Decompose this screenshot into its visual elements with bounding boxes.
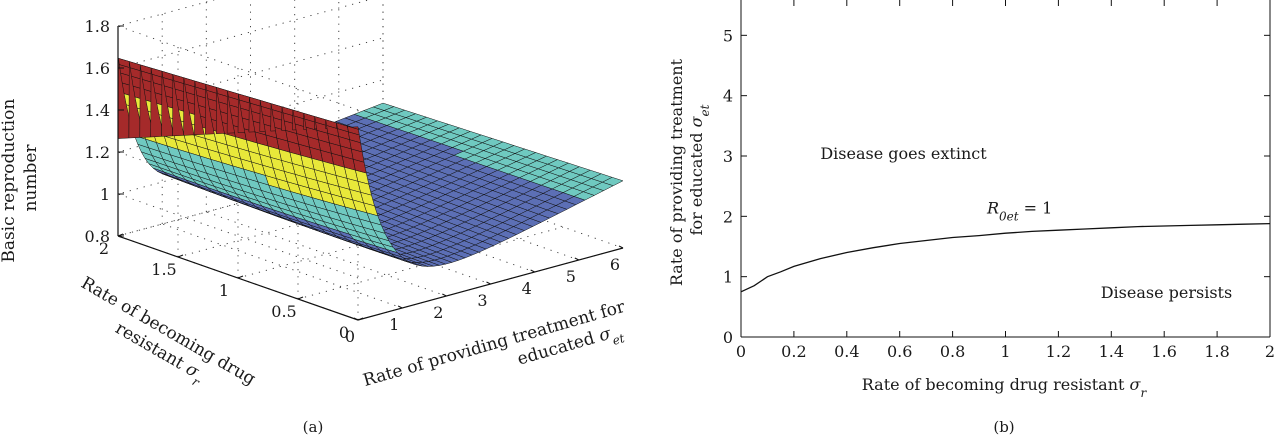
y-tick-label: 0 xyxy=(339,323,349,342)
x-axis-label: Rate of providing treatment for educated… xyxy=(361,295,640,416)
x-tick xyxy=(618,245,624,249)
y-tick xyxy=(357,317,364,321)
threshold-subscript: 0et xyxy=(999,209,1019,223)
z-axis-label: Basic reproduction number xyxy=(0,93,41,262)
b-x-tick-label: 1.6 xyxy=(1151,342,1176,361)
b-x-axis-label: Rate of becoming drug resistant σr xyxy=(862,375,1148,400)
x-tick-label: 6 xyxy=(610,255,620,274)
y-tick-label: 0.5 xyxy=(271,302,296,321)
b-y-axis-label: Rate of providing treatment for educated… xyxy=(667,54,712,286)
symbol-subscript: et xyxy=(611,331,626,348)
b-y-tick-label: 5 xyxy=(723,26,733,45)
b-x-tick-label: 2 xyxy=(1265,342,1275,361)
b-x-tick-label: 0.6 xyxy=(887,342,912,361)
b-y-tick-label: 1 xyxy=(723,268,733,287)
threshold-rest: = 1 xyxy=(1019,198,1053,217)
symbol: σ xyxy=(1130,375,1142,394)
z-tick-label: 0.8 xyxy=(85,227,110,246)
b-y-axis-label-line1: Rate of providing treatment xyxy=(667,58,686,286)
x-tick xyxy=(530,269,535,273)
x-tick xyxy=(397,305,403,309)
z-tick-label: 1.6 xyxy=(85,59,110,78)
z-tick-label: 1.8 xyxy=(85,17,110,36)
b-y-tick-label: 4 xyxy=(723,87,733,106)
x-tick xyxy=(353,317,359,321)
b-x-tick-label: 0.2 xyxy=(781,342,806,361)
b-x-tick-label: 0.8 xyxy=(940,342,965,361)
line-chart-plot: 0 0.2 0.4 0.6 0.8 1 1.2 1.4 1.6 1.8 2 0 1 2 3 4 5 Disease… xyxy=(723,0,1275,361)
x-tick xyxy=(574,257,580,261)
z-axis-label-line2: number xyxy=(21,144,41,212)
surface-plot-panel: 0.8 1 1.2 1.4 1.6 1.8 0 0.5 1 1.5 2 0 1 2 3 4 5 6 Basic r… xyxy=(0,0,640,436)
b-y-tick-label: 2 xyxy=(723,207,733,226)
y-tick xyxy=(117,233,124,237)
y-axis-label: Rate of becoming drug resistant σr xyxy=(64,273,264,415)
y-tick xyxy=(297,296,304,300)
threshold-symbol: R xyxy=(986,198,999,217)
b-y-tick-label: 3 xyxy=(723,147,733,166)
b-x-tick-label: 0 xyxy=(736,342,746,361)
y-tick-label: 1 xyxy=(219,281,229,300)
region-label: Disease persists xyxy=(1101,283,1232,302)
y-axis-label-line1: Rate of becoming drug xyxy=(77,273,258,389)
x-tick xyxy=(442,293,447,297)
b-x-tick-label: 1.2 xyxy=(1046,342,1071,361)
z-tick-label: 1.2 xyxy=(85,143,110,162)
surface-cell xyxy=(601,177,624,186)
symbol-subscript: r xyxy=(1140,386,1147,400)
region-label: Disease goes extinct xyxy=(820,144,987,163)
b-y-axis-label-line2: for educated σet xyxy=(687,104,712,235)
b-x-tick-label: 1.8 xyxy=(1204,342,1229,361)
threshold-label: R0et = 1 xyxy=(986,198,1052,223)
x-tick xyxy=(486,281,491,285)
b-x-tick-label: 0.4 xyxy=(834,342,859,361)
b-x-tick-label: 1.4 xyxy=(1099,342,1124,361)
symbol: σ xyxy=(687,115,706,127)
y-tick-label: 2 xyxy=(99,239,109,258)
y-tick xyxy=(177,254,184,258)
x-tick-label: 3 xyxy=(477,291,487,310)
b-x-tick-label: 1 xyxy=(1000,342,1010,361)
z-tick-label: 1.4 xyxy=(85,101,110,120)
symbol-subscript: et xyxy=(698,104,712,116)
y-tick xyxy=(237,275,244,279)
b-y-tick-label: 0 xyxy=(723,328,733,347)
line-chart-panel: 0 0.2 0.4 0.6 0.8 1 1.2 1.4 1.6 1.8 2 0 1 2 3 4 5 Disease… xyxy=(667,0,1275,436)
x-tick-label: 0 xyxy=(345,327,355,346)
y-tick-label: 1.5 xyxy=(151,260,176,279)
caption-a: (a) xyxy=(303,418,324,436)
surface-mesh xyxy=(117,57,624,267)
z-tick-label: 1 xyxy=(100,185,110,204)
surface-tick-labels: 0.8 1 1.2 1.4 1.6 1.8 0 0.5 1 1.5 2 0 1 2 3 4 5 6 xyxy=(85,17,624,346)
threshold-curve xyxy=(740,222,1271,293)
x-tick-label: 2 xyxy=(433,303,443,322)
x-tick-label: 4 xyxy=(522,279,532,298)
z-axis-label-line1: Basic reproduction xyxy=(0,99,19,263)
x-tick-label: 5 xyxy=(566,267,576,286)
x-tick-label: 1 xyxy=(389,315,399,334)
caption-b: (b) xyxy=(993,418,1014,436)
